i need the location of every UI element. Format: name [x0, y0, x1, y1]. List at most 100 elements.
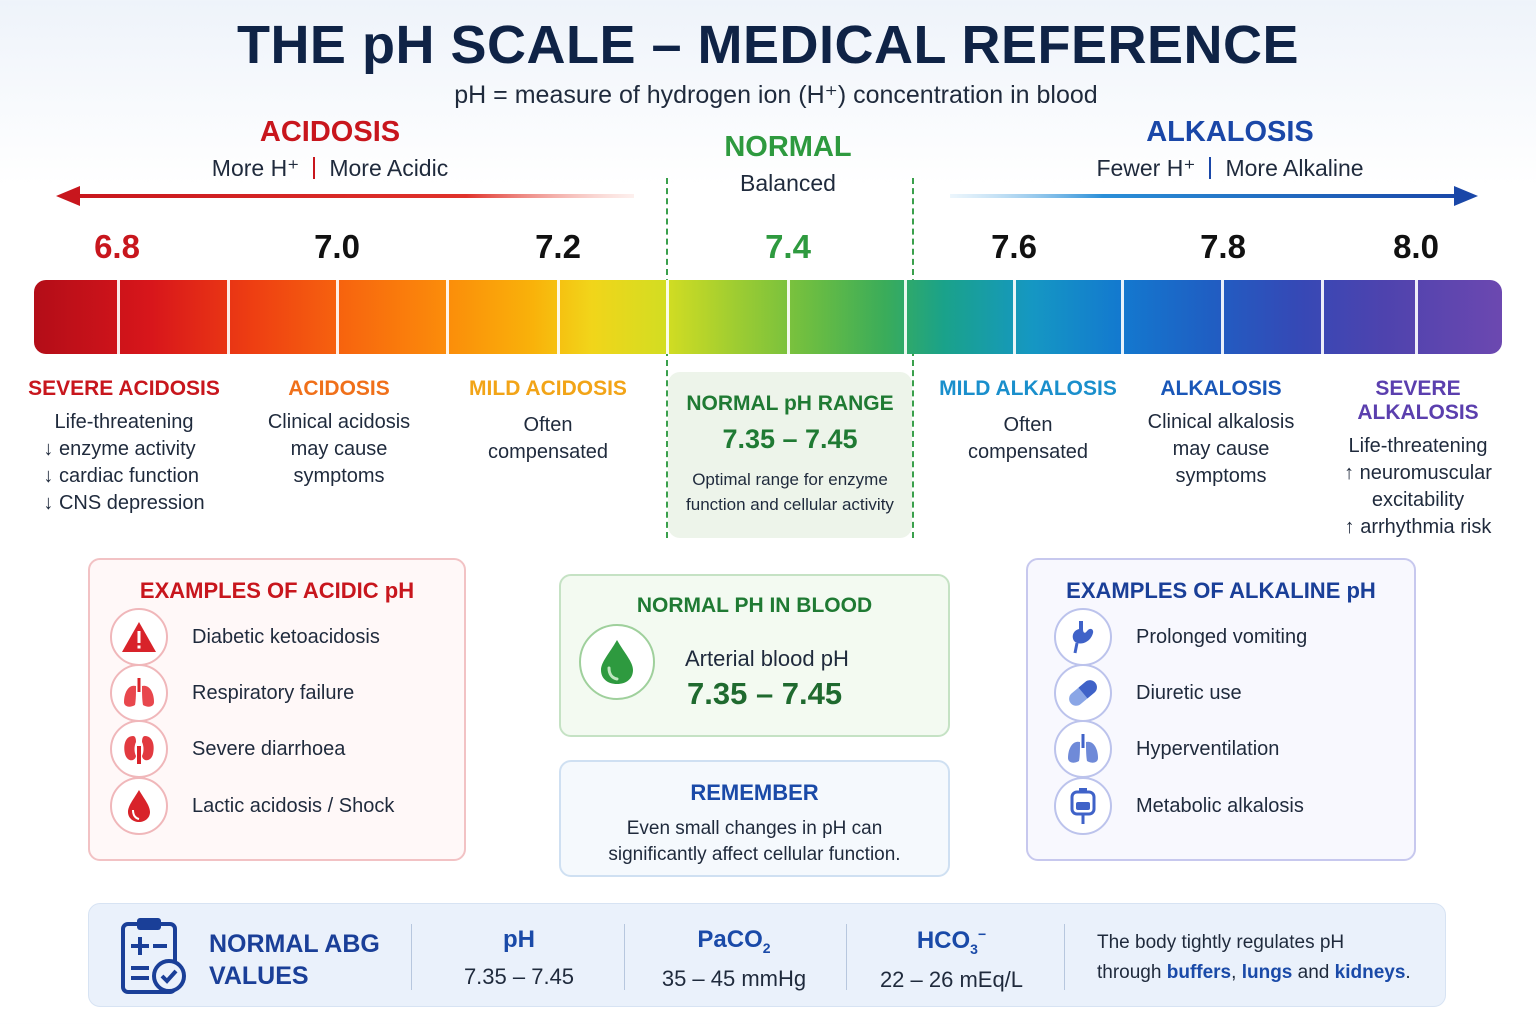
category-line: ↑ neuromuscular	[1344, 462, 1492, 484]
acidosis-subtitle: More H⁺ More Acidic	[150, 155, 510, 182]
alkaline-example-item: Diuretic use	[1054, 664, 1242, 722]
abg-paco2-heading-sub: 2	[762, 939, 771, 956]
alkaline-example-item: Prolonged vomiting	[1054, 608, 1307, 666]
acidic-examples-title: EXAMPLES OF ACIDIC pH	[139, 578, 415, 603]
category-title: SEVERE ACIDOSIS	[28, 377, 220, 400]
abg-values-panel: NORMAL ABG VALUES pH 7.35 – 7.45 PaCO2 3…	[88, 903, 1446, 1007]
acidosis-arrow-icon	[56, 186, 634, 206]
normal-title: NORMAL	[724, 131, 852, 163]
acidosis-sub-left: More H⁺	[211, 155, 300, 181]
abg-ph-heading: pH	[503, 926, 535, 953]
category-description: Clinical acidosis may cause symptoms	[244, 409, 434, 490]
abg-hco3-heading: HCO3−	[859, 926, 1044, 957]
lungs-icon	[110, 664, 168, 722]
clipboard-icon	[119, 916, 189, 1001]
scale-segment-divider	[446, 280, 449, 354]
category-title: MILD ALKALOSIS	[939, 377, 1117, 400]
category-line: Life-threatening	[54, 411, 194, 433]
alkaline-example-item: Metabolic alkalosis	[1054, 777, 1304, 835]
normal-blood-card: NORMAL PH IN BLOOD Arterial blood pH 7.3…	[559, 574, 950, 737]
alkaline-example-label: Prolonged vomiting	[1136, 625, 1308, 648]
category-line: Often	[1003, 414, 1053, 436]
abg-title-line: VALUES	[209, 962, 309, 990]
category-title: ALKALOSIS	[1160, 377, 1282, 400]
tick-label-6-8: 6.8	[94, 228, 140, 265]
acidic-example-item: Severe diarrhoea	[110, 720, 345, 778]
category-line: may cause	[1172, 438, 1270, 460]
abg-ph-value: 7.35 – 7.45	[463, 964, 575, 989]
abg-note-text: ,	[1231, 962, 1242, 983]
abg-divider	[624, 924, 625, 990]
scale-tick-line	[336, 280, 339, 354]
abg-paco2-heading: PaCO2	[639, 926, 829, 956]
acidosis-title: ACIDOSIS	[259, 116, 401, 148]
ph-scale-bar	[34, 280, 1502, 354]
category-acidosis: ACIDOSIS Clinical acidosis may cause sym…	[244, 377, 434, 490]
pill-icon	[1054, 664, 1112, 722]
category-mild-acidosis: MILD ACIDOSIS Often compensated	[458, 377, 638, 466]
abg-divider	[846, 924, 847, 990]
scale-tick-line	[557, 280, 560, 354]
remember-line: significantly affect cellular function.	[608, 844, 901, 865]
scale-segment-divider	[1321, 280, 1324, 354]
remember-text: Even small changes in pH can significant…	[561, 816, 948, 868]
scale-tick-line	[1221, 280, 1224, 354]
normal-zone-right-border	[912, 178, 914, 538]
scale-segment-divider	[904, 280, 907, 354]
acidic-example-label: Severe diarrhoea	[192, 737, 346, 760]
abg-ph: pH 7.35 – 7.45	[429, 926, 609, 990]
warning-icon	[110, 608, 168, 666]
water-drop-icon	[579, 624, 655, 700]
abg-paco2: PaCO2 35 – 45 mmHg	[639, 926, 829, 992]
page-subtitle: pH = measure of hydrogen ion (H⁺) concen…	[454, 81, 1098, 109]
acidic-example-item: Lactic acidosis / Shock	[110, 777, 394, 835]
alkaline-examples-title: EXAMPLES OF ALKALINE pH	[1066, 578, 1376, 603]
category-line: compensated	[487, 441, 609, 463]
category-line: compensated	[967, 441, 1089, 463]
category-description: Often compensated	[458, 412, 638, 466]
tick-label-7-0: 7.0	[314, 228, 360, 265]
abg-note-line: through buffers, lungs and kidneys.	[1097, 958, 1411, 988]
category-line: Clinical acidosis	[267, 411, 411, 433]
alkalosis-subtitle: Fewer H⁺ More Alkaline	[1050, 155, 1410, 182]
abg-note-line: The body tightly regulates pH	[1097, 932, 1345, 953]
abg-title-line: NORMAL ABG	[209, 930, 380, 958]
arterial-blood-label: Arterial blood pH	[685, 646, 849, 671]
scale-tick-line	[1415, 280, 1418, 354]
normal-range-line: function and cellular activity	[686, 495, 894, 514]
category-title: SEVERE ALKALOSIS	[1357, 377, 1479, 424]
category-line: ↓ CNS depression	[43, 492, 205, 514]
alkaline-example-label: Diuretic use	[1136, 681, 1242, 704]
normal-subtitle: Balanced	[740, 170, 836, 196]
normal-range-line: Optimal range for enzyme	[692, 470, 888, 489]
category-line: Often	[523, 414, 573, 436]
iv-bag-icon	[1054, 777, 1112, 835]
scale-tick-line	[117, 280, 120, 354]
abg-note-text: through	[1097, 962, 1167, 983]
normal-range-value: 7.35 – 7.45	[722, 424, 858, 454]
category-line: excitability	[1371, 489, 1465, 511]
acidic-example-item: Diabetic ketoacidosis	[110, 608, 380, 666]
category-description: Clinical alkalosis may cause symptoms	[1130, 409, 1312, 490]
scale-segment-divider	[227, 280, 230, 354]
tick-label-7-6: 7.6	[991, 228, 1037, 265]
scale-tick-line	[1013, 280, 1016, 354]
normal-zone-left-border	[666, 178, 668, 538]
alkalosis-sub-right: More Alkaline	[1225, 155, 1364, 181]
scale-tick-line	[787, 280, 790, 354]
category-severe-acidosis: SEVERE ACIDOSIS Life-threatening ↓ enzym…	[24, 377, 224, 517]
acidic-example-label: Diabetic ketoacidosis	[192, 625, 380, 648]
acidosis-heading: ACIDOSIS More H⁺ More Acidic	[150, 116, 510, 182]
category-line: symptoms	[293, 465, 385, 487]
abg-paco2-value: 35 – 45 mmHg	[661, 965, 807, 991]
abg-note-text: .	[1405, 962, 1411, 983]
category-line: ↑ arrhythmia risk	[1344, 516, 1492, 538]
category-description: Often compensated	[938, 412, 1118, 466]
category-severe-alkalosis: SEVERE ALKALOSIS Life-threatening ↑ neur…	[1320, 377, 1516, 541]
abg-hco3-heading-main: HCO	[916, 927, 971, 954]
abg-note: The body tightly regulates pH through bu…	[1097, 928, 1411, 988]
stomach-icon	[1054, 608, 1112, 666]
acidic-examples-card: EXAMPLES OF ACIDIC pH Diabetic ketoacido…	[88, 558, 466, 861]
category-line: symptoms	[1175, 465, 1267, 487]
kidneys-icon	[110, 720, 168, 778]
